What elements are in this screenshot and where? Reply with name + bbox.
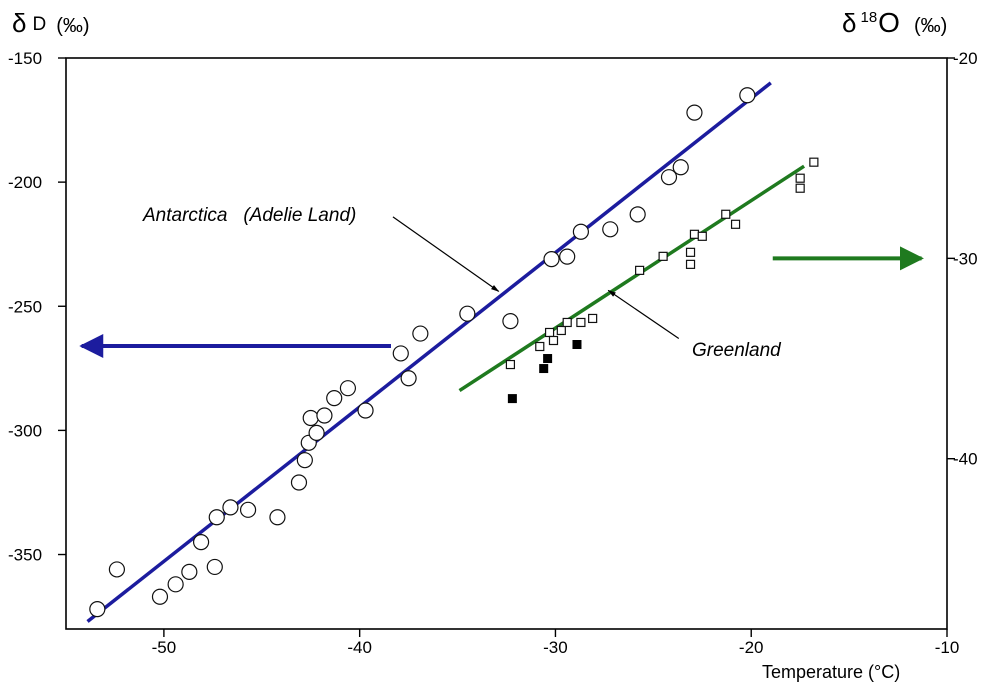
right-axis-title-unit: (‰): [914, 15, 947, 37]
greenland-filled-point: [572, 340, 582, 350]
plot-frame: [65, 57, 948, 630]
right-axis-title-letter: O: [878, 7, 900, 38]
greenland-point: [658, 251, 668, 261]
x-tick-label: -40: [347, 638, 372, 657]
greenland-point: [562, 317, 572, 328]
antarctica-point: [412, 325, 429, 342]
greenland-point: [588, 313, 598, 324]
greenland-point: [576, 317, 586, 328]
axis-ticks: [58, 57, 955, 637]
greenland-point: [697, 231, 707, 241]
greenland-filled-point: [539, 364, 549, 374]
antarctica-point: [739, 87, 756, 104]
antarctica-point: [239, 501, 257, 518]
antarctica-point: [339, 380, 357, 397]
greenland-point: [721, 209, 731, 219]
left-axis-title: δ D (‰): [12, 8, 90, 38]
greenland-point: [795, 183, 805, 193]
y-tick-label: -200: [8, 173, 42, 192]
antarctica-point: [392, 345, 409, 362]
callout-leaders: [392, 216, 680, 339]
greenland-fit-line: [458, 164, 806, 393]
antarctica-annotation: Antarctica (Adelie Land): [142, 205, 356, 226]
antarctica-point: [502, 313, 519, 330]
greenland-point: [685, 247, 696, 257]
greenland-point: [795, 173, 805, 183]
antarctica-point: [89, 601, 106, 618]
right-axis-title-symbol: δ: [842, 8, 856, 38]
left-axis-title-unit: (‰): [56, 15, 89, 37]
x-tick-label: -50: [152, 638, 177, 657]
greenland-point: [689, 229, 700, 239]
antarctica-point: [543, 250, 560, 268]
greenland-point: [505, 359, 516, 370]
antarctica-point: [672, 159, 689, 176]
right-axis-title: δ 18O (‰): [842, 7, 947, 38]
antarctica-point: [269, 509, 286, 526]
antarctica-fit-line: [86, 81, 772, 623]
left-axis-title-symbol: δ: [12, 8, 26, 38]
left-axis-title-letter: D: [32, 14, 46, 35]
antarctica-point: [208, 509, 225, 526]
antarctica-point: [572, 223, 589, 240]
x-axis-title: Temperature (°C): [762, 662, 900, 682]
antarctica-point: [316, 407, 333, 424]
right-axis-title-superscript: 18: [860, 9, 877, 26]
antarctica-point: [660, 169, 678, 186]
greenland-annotation: Greenland: [692, 340, 782, 361]
y2-tick-label: -30: [953, 249, 978, 268]
fit-lines: [86, 81, 806, 623]
y-tick-label: -300: [8, 421, 42, 440]
antarctica-point: [151, 588, 169, 605]
antarctica-callout-line: [392, 216, 500, 292]
antarctica-point: [326, 390, 343, 407]
greenland-filled-point: [507, 394, 517, 404]
antarctica-point: [559, 248, 576, 265]
y-tick-label: -150: [8, 49, 42, 68]
direction-arrows: [79, 246, 924, 358]
antarctica-point: [181, 563, 198, 581]
y-tick-label: -350: [8, 546, 42, 565]
greenland-point: [544, 327, 555, 338]
greenland-point: [730, 219, 741, 229]
greenland-point: [809, 157, 819, 167]
antarctica-point: [222, 499, 239, 516]
antarctica-point: [629, 206, 646, 223]
greenland-point: [556, 325, 566, 336]
antarctica-point: [206, 558, 223, 576]
antarctica-point: [602, 221, 619, 238]
x-tick-label: -20: [739, 638, 764, 657]
x-tick-label: -30: [543, 638, 568, 657]
antarctica-point: [357, 402, 374, 419]
greenland-filled-point: [543, 354, 553, 364]
antarctica-point: [108, 561, 126, 578]
antarctica-point: [686, 104, 703, 121]
y-tick-label: -250: [8, 297, 42, 316]
greenland-point: [685, 259, 696, 269]
antarctica-point: [296, 452, 313, 469]
antarctica-point: [302, 409, 319, 427]
antarctica-point: [308, 424, 325, 441]
y2-tick-label: -20: [953, 49, 978, 68]
antarctica-point: [192, 534, 210, 551]
axis-tick-labels: -50 -40 -30 -20 -10 -150 -200 -250 -300 -350 -20 -3…: [8, 49, 978, 657]
antarctica-point: [167, 576, 184, 593]
antarctica-point: [290, 474, 308, 491]
greenland-point: [548, 335, 559, 346]
x-tick-label: -10: [935, 638, 960, 657]
svg-text:δD(‰): δ D (‰): [12, 8, 90, 38]
greenland-point: [635, 265, 645, 275]
antarctica-point: [459, 305, 476, 322]
antarctica-point: [400, 370, 417, 387]
greenland-point: [535, 341, 545, 352]
data-points: [89, 87, 819, 618]
y2-tick-label: -40: [953, 450, 978, 469]
greenland-callout-line: [607, 289, 680, 339]
